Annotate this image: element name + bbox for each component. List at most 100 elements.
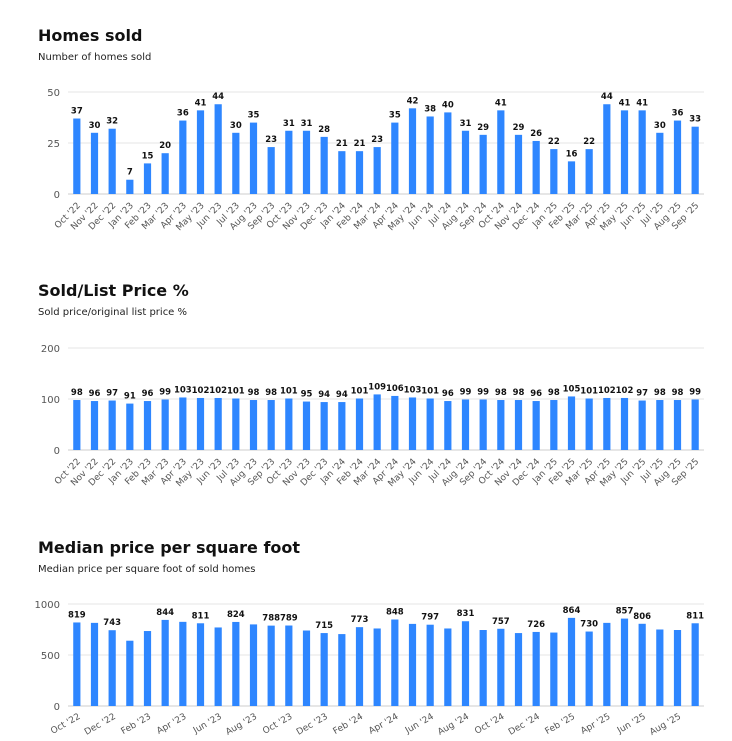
- bar[interactable]: [249, 122, 258, 194]
- bar[interactable]: [373, 628, 381, 706]
- bar[interactable]: [143, 401, 152, 450]
- bar[interactable]: [232, 132, 240, 194]
- bar[interactable]: [285, 625, 293, 706]
- bar[interactable]: [232, 621, 240, 706]
- bar[interactable]: [302, 130, 311, 194]
- bar[interactable]: [249, 624, 258, 706]
- bar[interactable]: [143, 631, 152, 706]
- bar[interactable]: [620, 397, 629, 450]
- bar[interactable]: [126, 403, 134, 450]
- bar[interactable]: [338, 402, 346, 450]
- bar[interactable]: [479, 134, 487, 194]
- bar[interactable]: [497, 110, 505, 194]
- bar[interactable]: [267, 147, 275, 194]
- bar[interactable]: [673, 120, 682, 194]
- bar[interactable]: [638, 400, 646, 450]
- bar[interactable]: [656, 629, 664, 707]
- bar[interactable]: [90, 622, 99, 706]
- bar[interactable]: [497, 400, 505, 450]
- bar[interactable]: [161, 399, 169, 450]
- bar[interactable]: [179, 621, 187, 706]
- bar[interactable]: [444, 112, 452, 194]
- bar[interactable]: [691, 399, 699, 450]
- bar[interactable]: [550, 632, 558, 706]
- bar[interactable]: [214, 397, 222, 450]
- bar[interactable]: [232, 398, 240, 450]
- bar[interactable]: [567, 617, 576, 706]
- bar[interactable]: [73, 622, 81, 706]
- bar[interactable]: [408, 108, 417, 194]
- bar[interactable]: [108, 400, 116, 450]
- bar[interactable]: [461, 130, 470, 194]
- bar[interactable]: [585, 398, 593, 450]
- bar[interactable]: [267, 625, 275, 706]
- bar[interactable]: [426, 624, 434, 706]
- bar[interactable]: [391, 122, 399, 194]
- bar[interactable]: [161, 619, 169, 706]
- bar[interactable]: [479, 399, 487, 450]
- bar[interactable]: [656, 400, 664, 450]
- bar[interactable]: [373, 394, 381, 450]
- bar[interactable]: [514, 134, 523, 194]
- bar[interactable]: [497, 628, 505, 706]
- bar[interactable]: [214, 627, 222, 706]
- bar[interactable]: [108, 630, 116, 706]
- bar[interactable]: [620, 618, 629, 706]
- bar[interactable]: [267, 400, 275, 450]
- bar[interactable]: [391, 619, 399, 706]
- bar[interactable]: [444, 401, 452, 450]
- bar[interactable]: [126, 640, 134, 706]
- bar[interactable]: [338, 151, 346, 194]
- bar[interactable]: [373, 147, 381, 194]
- bar[interactable]: [567, 161, 576, 194]
- bar[interactable]: [90, 132, 99, 194]
- bar[interactable]: [320, 402, 328, 450]
- bar[interactable]: [143, 163, 152, 194]
- bar[interactable]: [391, 395, 399, 450]
- bar[interactable]: [603, 622, 611, 706]
- bar[interactable]: [302, 401, 311, 450]
- bar[interactable]: [355, 627, 364, 706]
- bar[interactable]: [285, 398, 293, 450]
- bar[interactable]: [73, 400, 81, 450]
- bar[interactable]: [532, 140, 540, 194]
- bar[interactable]: [673, 630, 682, 706]
- bar[interactable]: [249, 400, 258, 450]
- bar[interactable]: [355, 151, 364, 194]
- bar[interactable]: [514, 400, 523, 450]
- bar[interactable]: [532, 631, 540, 706]
- bar[interactable]: [638, 623, 646, 706]
- bar[interactable]: [90, 401, 99, 450]
- bar[interactable]: [444, 628, 452, 706]
- bar[interactable]: [408, 397, 417, 450]
- bar[interactable]: [656, 132, 664, 194]
- bar[interactable]: [603, 397, 611, 450]
- bar[interactable]: [108, 128, 116, 194]
- bar[interactable]: [302, 630, 311, 706]
- bar[interactable]: [550, 400, 558, 450]
- bar[interactable]: [426, 398, 434, 450]
- bar[interactable]: [214, 104, 222, 194]
- bar[interactable]: [673, 400, 682, 450]
- bar[interactable]: [638, 110, 646, 194]
- bar[interactable]: [408, 623, 417, 706]
- bar[interactable]: [461, 399, 470, 450]
- bar[interactable]: [161, 153, 169, 194]
- bar[interactable]: [691, 623, 699, 706]
- bar[interactable]: [179, 397, 187, 450]
- bar[interactable]: [461, 621, 470, 706]
- bar[interactable]: [126, 179, 134, 194]
- bar[interactable]: [196, 110, 205, 194]
- bar[interactable]: [479, 630, 487, 706]
- bar[interactable]: [338, 634, 346, 706]
- bar[interactable]: [355, 398, 364, 450]
- bar[interactable]: [691, 126, 699, 194]
- bar[interactable]: [320, 136, 328, 194]
- bar[interactable]: [196, 623, 205, 706]
- bar[interactable]: [567, 396, 576, 450]
- bar[interactable]: [426, 116, 434, 194]
- bar[interactable]: [585, 149, 593, 194]
- bar[interactable]: [514, 633, 523, 706]
- bar[interactable]: [179, 120, 187, 194]
- bar[interactable]: [285, 130, 293, 194]
